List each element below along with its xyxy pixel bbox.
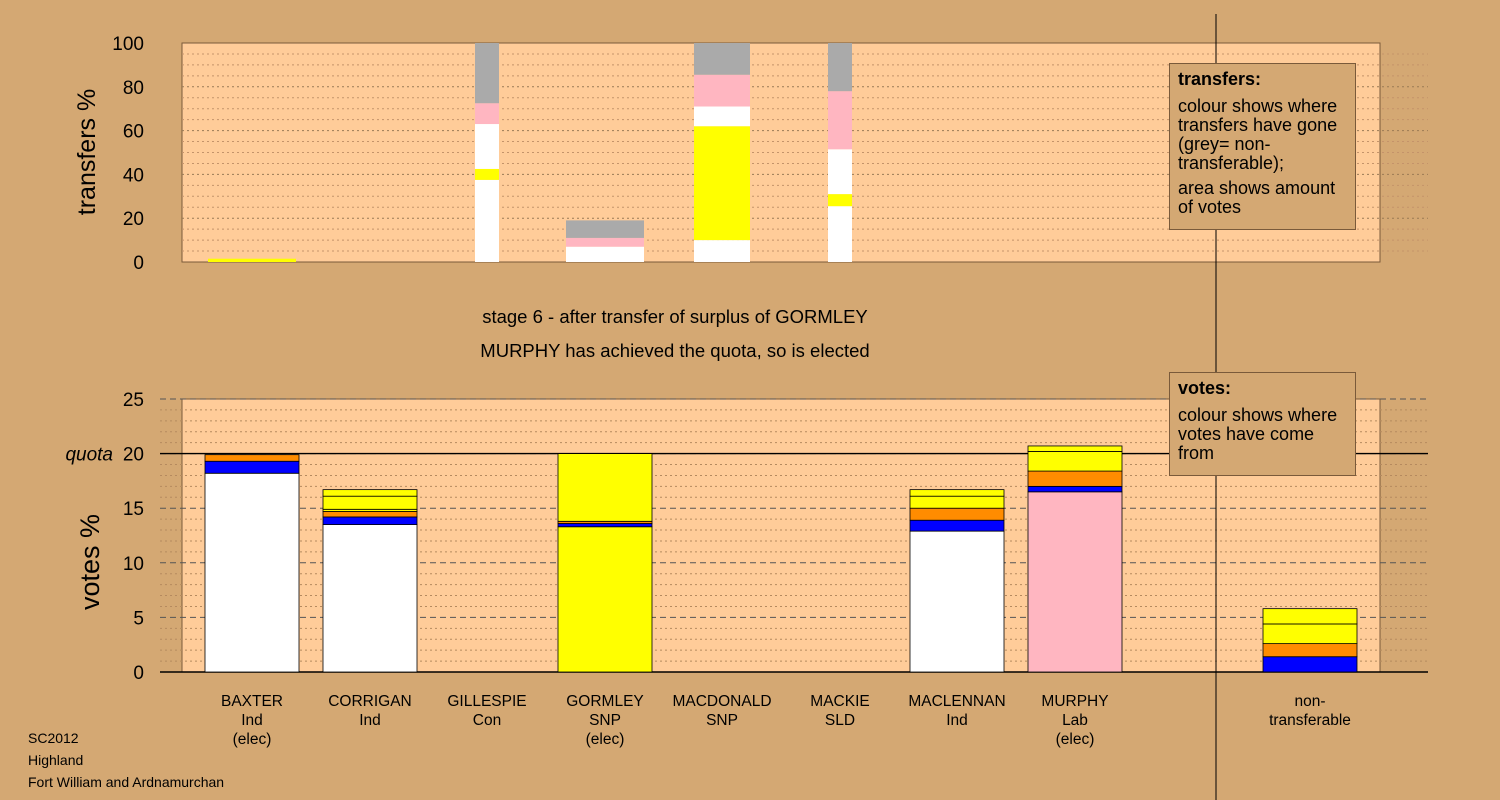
transfer-segment-macdonald [694, 43, 750, 75]
transfer-segment-gillespie [475, 124, 499, 169]
vote-segment-non-transferable [1262, 608, 1358, 625]
vote-segment-non-transferable [1262, 643, 1358, 658]
votes-y-tick: 10 [123, 554, 144, 575]
transfer-segment-macdonald [694, 74, 750, 107]
transfers-y-tick: 60 [123, 122, 144, 143]
votes-legend-colour: colour shows where votes have come from [1178, 405, 1338, 463]
footer-code: SC2012 [28, 730, 79, 746]
transfers-y-tick: 40 [123, 165, 144, 186]
vote-segment-corrigan [322, 489, 418, 497]
transfer-segment-gillespie [475, 168, 499, 180]
stage-title: stage 6 - after transfer of surplus of G… [482, 306, 868, 327]
transfer-segment-macdonald [694, 106, 750, 127]
vote-segment-murphy [1027, 485, 1123, 493]
transfers-legend-area: area shows amount of votes [1178, 178, 1336, 217]
candidate-label: Lab [1062, 712, 1088, 729]
votes-y-tick: 0 [133, 663, 144, 684]
candidate-label: (elec) [233, 731, 272, 748]
transfer-segment-baxter [208, 258, 296, 262]
vote-segment-maclennan [909, 489, 1005, 497]
transfers-legend-title: transfers: [1178, 69, 1262, 89]
transfers-legend-colour: colour shows where transfers have gone (… [1178, 96, 1338, 173]
candidate-label: MACDONALD [672, 693, 771, 710]
vote-segment-baxter [204, 472, 300, 673]
transfers-y-label: transfers % [73, 89, 101, 215]
transfer-segment-macdonald [694, 126, 750, 241]
transfer-segment-gormley [566, 246, 644, 262]
candidate-label: Con [473, 712, 501, 729]
vote-segment-gormley [557, 526, 653, 673]
candidate-label: GILLESPIE [447, 693, 526, 710]
transfers-y-tick: 100 [112, 34, 144, 55]
votes-legend: votes: colour shows where votes have com… [1169, 372, 1356, 476]
candidate-label: GORMLEY [566, 693, 644, 710]
transfer-segment-macdonald [694, 240, 750, 262]
votes-y-tick: 25 [123, 390, 144, 411]
candidate-label: CORRIGAN [328, 693, 412, 710]
candidate-label: SNP [589, 712, 621, 729]
transfers-y-tick: 80 [123, 78, 144, 99]
vote-segment-non-transferable [1262, 623, 1358, 645]
transfer-segment-mackie [828, 43, 852, 92]
vote-segment-baxter [204, 454, 300, 462]
footer-ward: Fort William and Ardnamurchan [28, 774, 225, 790]
candidate-label: SLD [825, 712, 855, 729]
vote-segment-murphy [1027, 451, 1123, 472]
transfer-segment-mackie [828, 149, 852, 195]
vote-segment-maclennan [909, 507, 1005, 521]
transfers-legend: transfers: colour shows where transfers … [1169, 63, 1356, 230]
candidate-label: (elec) [1056, 731, 1095, 748]
vote-segment-maclennan [909, 530, 1005, 673]
candidate-label: MURPHY [1041, 693, 1108, 710]
transfer-segment-gormley [566, 220, 644, 238]
vote-segment-murphy [1027, 445, 1123, 452]
candidate-label: SNP [706, 712, 738, 729]
transfer-segment-gillespie [475, 103, 499, 125]
footer-council: Highland [28, 752, 84, 768]
vote-segment-corrigan [322, 516, 418, 525]
vote-segment-baxter [204, 460, 300, 474]
vote-segment-corrigan [322, 495, 418, 510]
candidate-label: MACLENNAN [908, 693, 1005, 710]
vote-segment-maclennan [909, 495, 1005, 509]
vote-segment-gormley [557, 453, 653, 522]
candidate-label: non- [1294, 693, 1325, 710]
votes-y-tick: 5 [133, 608, 144, 629]
stage-status: MURPHY has achieved the quota, so is ele… [480, 340, 869, 361]
vote-segment-corrigan [322, 511, 418, 518]
candidate-label: Ind [946, 712, 968, 729]
candidate-label: (elec) [586, 731, 625, 748]
candidate-label: Ind [359, 712, 381, 729]
transfer-segment-mackie [828, 91, 852, 150]
transfers-y-tick: 0 [133, 253, 144, 274]
candidate-label: transferable [1269, 712, 1351, 729]
candidate-label: MACKIE [810, 693, 869, 710]
quota-label: quota [65, 445, 113, 466]
votes-y-tick: 20 [123, 445, 144, 466]
vote-segment-maclennan [909, 519, 1005, 532]
votes-legend-title: votes: [1178, 378, 1232, 398]
transfer-segment-gillespie [475, 43, 499, 104]
transfer-segment-mackie [828, 206, 852, 262]
vote-segment-non-transferable [1262, 656, 1358, 673]
transfer-segment-mackie [828, 194, 852, 207]
vote-segment-murphy [1027, 470, 1123, 487]
candidate-label: Ind [241, 712, 263, 729]
transfer-segment-gillespie [475, 179, 499, 262]
votes-y-label: votes % [75, 514, 105, 610]
transfers-y-tick: 20 [123, 209, 144, 230]
vote-segment-murphy [1027, 491, 1123, 673]
vote-segment-gormley [557, 523, 653, 528]
vote-segment-corrigan [322, 524, 418, 673]
votes-y-tick: 15 [123, 499, 144, 520]
transfer-segment-gormley [566, 237, 644, 247]
candidate-label: BAXTER [221, 693, 283, 710]
